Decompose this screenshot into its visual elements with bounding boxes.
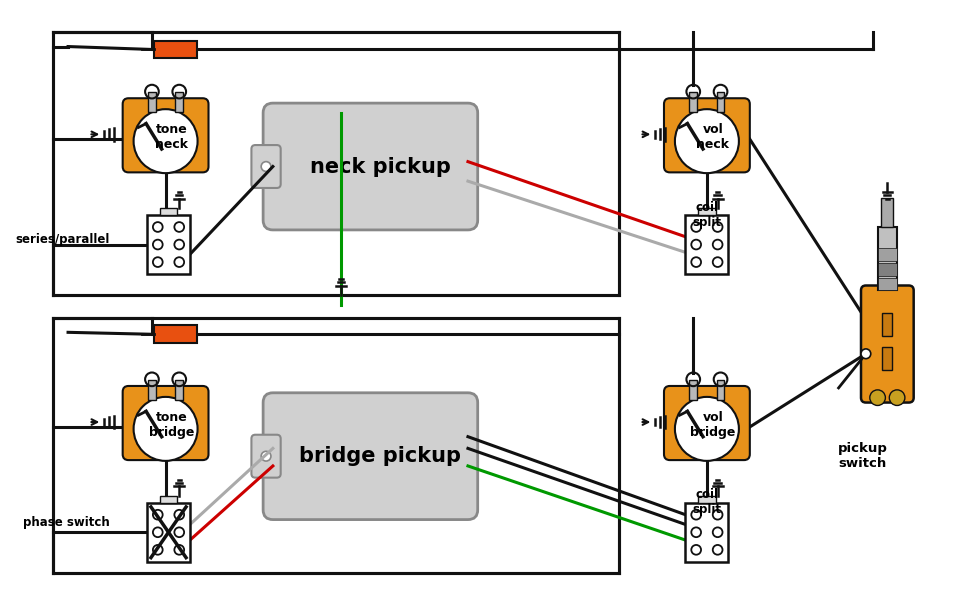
Bar (148, 92, 156, 112)
Text: tone
bridge: tone bridge (149, 411, 194, 439)
Circle shape (691, 527, 701, 537)
Bar (147, 215, 190, 274)
Bar (877, 227, 897, 290)
Bar (160, 496, 177, 503)
Circle shape (691, 545, 701, 555)
Bar (882, 347, 892, 370)
Circle shape (262, 452, 270, 461)
Circle shape (712, 257, 722, 267)
Bar (154, 41, 197, 58)
Bar (716, 380, 724, 400)
Text: tone
neck: tone neck (155, 123, 188, 152)
FancyBboxPatch shape (263, 393, 477, 519)
Text: neck pickup: neck pickup (310, 156, 451, 177)
Circle shape (712, 240, 722, 249)
Bar (877, 249, 897, 261)
Bar (685, 503, 728, 562)
Circle shape (712, 222, 722, 232)
Bar (175, 92, 183, 112)
Circle shape (691, 222, 701, 232)
Circle shape (133, 109, 198, 173)
Bar (877, 263, 897, 276)
Bar (689, 92, 697, 112)
Circle shape (675, 397, 739, 461)
Circle shape (889, 390, 905, 406)
Text: bridge pickup: bridge pickup (299, 446, 462, 466)
Bar (698, 208, 715, 215)
Text: coil
split: coil split (693, 488, 721, 516)
Text: phase switch: phase switch (24, 516, 110, 529)
Bar (160, 208, 177, 215)
Bar (877, 278, 897, 290)
Circle shape (153, 222, 163, 232)
Circle shape (174, 257, 184, 267)
Bar (716, 92, 724, 112)
Circle shape (153, 240, 163, 249)
Circle shape (712, 527, 722, 537)
FancyBboxPatch shape (252, 145, 280, 188)
Circle shape (870, 390, 885, 406)
FancyBboxPatch shape (664, 98, 750, 172)
Text: pickup
switch: pickup switch (838, 442, 888, 470)
FancyBboxPatch shape (664, 386, 750, 460)
Circle shape (174, 510, 184, 519)
Bar (698, 496, 715, 503)
Circle shape (174, 545, 184, 555)
Bar (148, 380, 156, 400)
Circle shape (691, 510, 701, 519)
Circle shape (153, 510, 163, 519)
Circle shape (712, 545, 722, 555)
FancyBboxPatch shape (861, 285, 913, 403)
Bar (147, 503, 190, 562)
Circle shape (174, 240, 184, 249)
Bar (685, 215, 728, 274)
Text: vol
bridge: vol bridge (690, 411, 735, 439)
Circle shape (691, 240, 701, 249)
Circle shape (675, 109, 739, 173)
Bar (175, 380, 183, 400)
Bar (689, 380, 697, 400)
Text: vol
neck: vol neck (696, 123, 729, 152)
Circle shape (133, 397, 198, 461)
Bar (881, 198, 893, 227)
Text: series/parallel: series/parallel (16, 233, 110, 246)
Circle shape (174, 527, 184, 537)
Circle shape (861, 349, 871, 359)
Circle shape (153, 527, 163, 537)
Text: coil
split: coil split (693, 200, 721, 229)
Circle shape (153, 257, 163, 267)
Bar (154, 326, 197, 343)
FancyBboxPatch shape (122, 98, 209, 172)
Circle shape (174, 222, 184, 232)
Circle shape (712, 510, 722, 519)
Circle shape (262, 162, 270, 172)
Circle shape (691, 257, 701, 267)
FancyBboxPatch shape (252, 435, 280, 478)
FancyBboxPatch shape (122, 386, 209, 460)
Circle shape (153, 545, 163, 555)
Bar (882, 313, 892, 336)
FancyBboxPatch shape (263, 103, 477, 230)
